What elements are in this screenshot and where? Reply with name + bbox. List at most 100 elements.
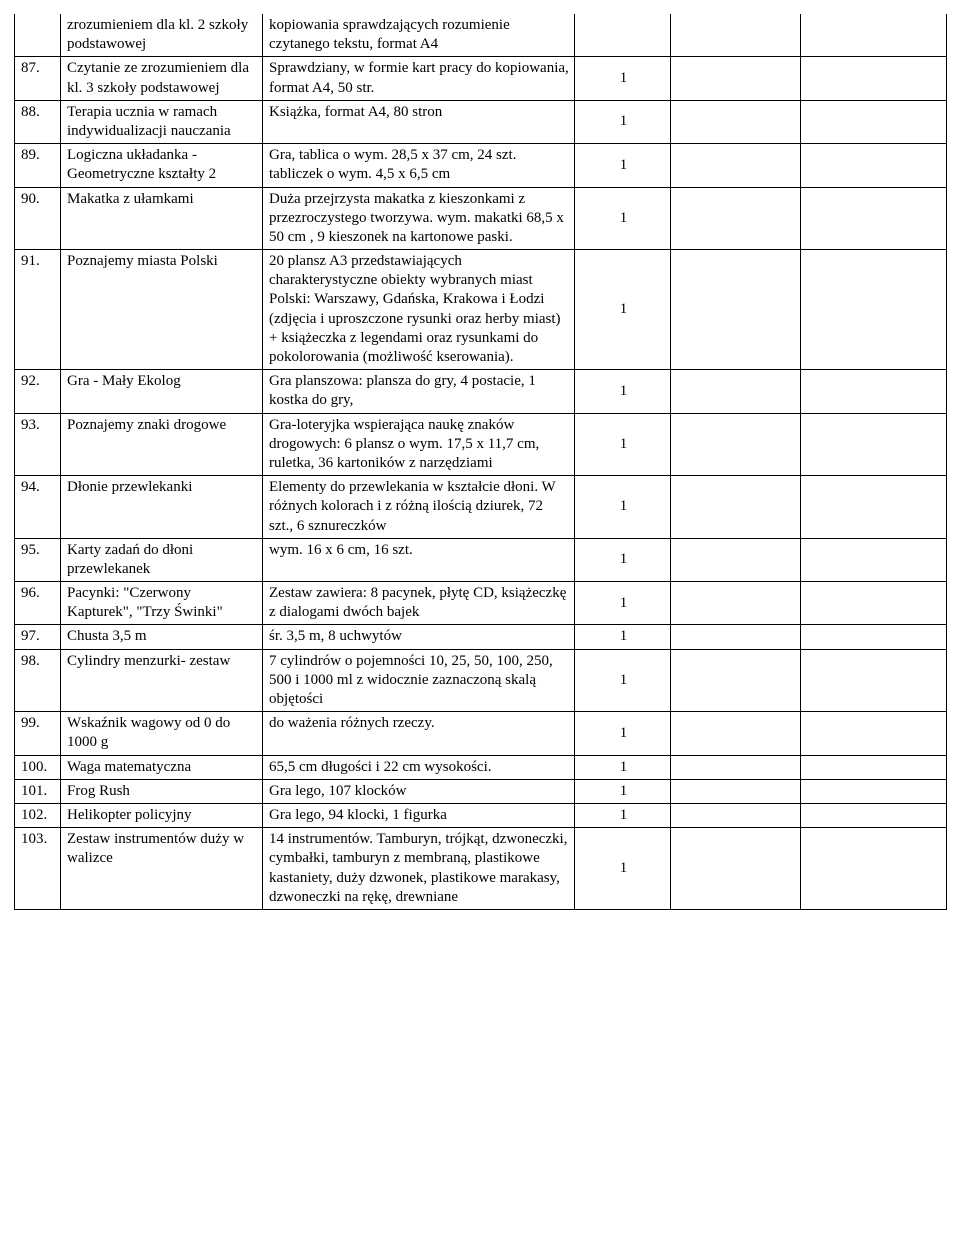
empty-cell bbox=[801, 476, 947, 539]
item-qty: 1 bbox=[575, 250, 671, 370]
empty-cell bbox=[671, 649, 801, 712]
item-desc: 20 plansz A3 przedstawiających charakter… bbox=[263, 250, 575, 370]
table-row: 89.Logiczna układanka - Geometryczne ksz… bbox=[15, 144, 947, 187]
table-row: 93.Poznajemy znaki drogoweGra-loteryjka … bbox=[15, 413, 947, 476]
item-desc: Elementy do przewlekania w kształcie dło… bbox=[263, 476, 575, 539]
item-name: Waga matematyczna bbox=[61, 755, 263, 779]
row-number: 94. bbox=[15, 476, 61, 539]
empty-cell bbox=[671, 187, 801, 250]
item-desc: Gra planszowa: plansza do gry, 4 postaci… bbox=[263, 370, 575, 413]
item-name: Dłonie przewlekanki bbox=[61, 476, 263, 539]
empty-cell bbox=[671, 370, 801, 413]
empty-cell bbox=[801, 582, 947, 625]
item-qty: 1 bbox=[575, 649, 671, 712]
row-number: 102. bbox=[15, 803, 61, 827]
item-qty: 1 bbox=[575, 625, 671, 649]
row-number: 88. bbox=[15, 100, 61, 143]
row-number: 96. bbox=[15, 582, 61, 625]
item-desc: 14 instrumentów. Tamburyn, trójkąt, dzwo… bbox=[263, 828, 575, 910]
table-row: 95.Karty zadań do dłoni przewlekanek wym… bbox=[15, 538, 947, 581]
item-name: Frog Rush bbox=[61, 779, 263, 803]
row-number: 90. bbox=[15, 187, 61, 250]
item-desc: Duża przejrzysta makatka z kieszonkami z… bbox=[263, 187, 575, 250]
item-qty: 1 bbox=[575, 187, 671, 250]
table-row: 87.Czytanie ze zrozumieniem dla kl. 3 sz… bbox=[15, 57, 947, 100]
table-row: zrozumieniem dla kl. 2 szkoły podstawowe… bbox=[15, 14, 947, 57]
item-desc: Sprawdziany, w formie kart pracy do kopi… bbox=[263, 57, 575, 100]
empty-cell bbox=[801, 250, 947, 370]
empty-cell bbox=[801, 538, 947, 581]
item-name: Pacynki: "Czerwony Kapturek", "Trzy Świn… bbox=[61, 582, 263, 625]
item-name: Karty zadań do dłoni przewlekanek bbox=[61, 538, 263, 581]
table-row: 92.Gra - Mały EkologGra planszowa: plans… bbox=[15, 370, 947, 413]
empty-cell bbox=[671, 828, 801, 910]
table-row: 94.Dłonie przewlekankiElementy do przewl… bbox=[15, 476, 947, 539]
item-name: Poznajemy znaki drogowe bbox=[61, 413, 263, 476]
empty-cell bbox=[671, 755, 801, 779]
item-desc: Gra, tablica o wym. 28,5 x 37 cm, 24 szt… bbox=[263, 144, 575, 187]
empty-cell bbox=[671, 803, 801, 827]
page: zrozumieniem dla kl. 2 szkoły podstawowe… bbox=[14, 14, 946, 910]
item-desc: Gra lego, 94 klocki, 1 figurka bbox=[263, 803, 575, 827]
item-qty: 1 bbox=[575, 370, 671, 413]
item-name: Poznajemy miasta Polski bbox=[61, 250, 263, 370]
empty-cell bbox=[801, 803, 947, 827]
table-row: 103.Zestaw instrumentów duży w walizce14… bbox=[15, 828, 947, 910]
item-qty: 1 bbox=[575, 57, 671, 100]
item-qty: 1 bbox=[575, 144, 671, 187]
empty-cell bbox=[801, 187, 947, 250]
row-number: 93. bbox=[15, 413, 61, 476]
table-row: 100.Waga matematyczna65,5 cm długości i … bbox=[15, 755, 947, 779]
item-qty: 1 bbox=[575, 582, 671, 625]
item-qty bbox=[575, 14, 671, 57]
empty-cell bbox=[671, 100, 801, 143]
empty-cell bbox=[801, 100, 947, 143]
row-number: 95. bbox=[15, 538, 61, 581]
empty-cell bbox=[801, 625, 947, 649]
items-table: zrozumieniem dla kl. 2 szkoły podstawowe… bbox=[14, 14, 947, 910]
item-desc: kopiowania sprawdzających rozumienie czy… bbox=[263, 14, 575, 57]
item-desc: do ważenia różnych rzeczy. bbox=[263, 712, 575, 755]
item-name: Gra - Mały Ekolog bbox=[61, 370, 263, 413]
row-number: 91. bbox=[15, 250, 61, 370]
row-number: 101. bbox=[15, 779, 61, 803]
table-row: 101.Frog Rush Gra lego, 107 klocków1 bbox=[15, 779, 947, 803]
item-name: Chusta 3,5 m bbox=[61, 625, 263, 649]
empty-cell bbox=[801, 413, 947, 476]
empty-cell bbox=[801, 57, 947, 100]
item-desc: śr. 3,5 m, 8 uchwytów bbox=[263, 625, 575, 649]
empty-cell bbox=[671, 14, 801, 57]
table-row: 88.Terapia ucznia w ramach indywidualiza… bbox=[15, 100, 947, 143]
item-desc: 7 cylindrów o pojemności 10, 25, 50, 100… bbox=[263, 649, 575, 712]
item-qty: 1 bbox=[575, 779, 671, 803]
item-qty: 1 bbox=[575, 712, 671, 755]
item-qty: 1 bbox=[575, 476, 671, 539]
item-name: Wskaźnik wagowy od 0 do 1000 g bbox=[61, 712, 263, 755]
item-name: Terapia ucznia w ramach indywidualizacji… bbox=[61, 100, 263, 143]
item-qty: 1 bbox=[575, 755, 671, 779]
empty-cell bbox=[671, 476, 801, 539]
item-desc: Gra lego, 107 klocków bbox=[263, 779, 575, 803]
row-number: 100. bbox=[15, 755, 61, 779]
table-row: 97.Chusta 3,5 mśr. 3,5 m, 8 uchwytów1 bbox=[15, 625, 947, 649]
row-number: 98. bbox=[15, 649, 61, 712]
empty-cell bbox=[801, 144, 947, 187]
empty-cell bbox=[671, 582, 801, 625]
table-row: 90.Makatka z ułamkamiDuża przejrzysta ma… bbox=[15, 187, 947, 250]
item-name: Cylindry menzurki- zestaw bbox=[61, 649, 263, 712]
item-desc: Książka, format A4, 80 stron bbox=[263, 100, 575, 143]
table-row: 96.Pacynki: "Czerwony Kapturek", "Trzy Ś… bbox=[15, 582, 947, 625]
table-row: 98.Cylindry menzurki- zestaw7 cylindrów … bbox=[15, 649, 947, 712]
item-desc: Gra-loteryjka wspierająca naukę znaków d… bbox=[263, 413, 575, 476]
empty-cell bbox=[801, 828, 947, 910]
empty-cell bbox=[671, 712, 801, 755]
empty-cell bbox=[671, 57, 801, 100]
row-number: 103. bbox=[15, 828, 61, 910]
item-name: zrozumieniem dla kl. 2 szkoły podstawowe… bbox=[61, 14, 263, 57]
table-row: 91.Poznajemy miasta Polski20 plansz A3 p… bbox=[15, 250, 947, 370]
item-name: Zestaw instrumentów duży w walizce bbox=[61, 828, 263, 910]
row-number: 92. bbox=[15, 370, 61, 413]
empty-cell bbox=[801, 370, 947, 413]
empty-cell bbox=[671, 538, 801, 581]
empty-cell bbox=[801, 712, 947, 755]
